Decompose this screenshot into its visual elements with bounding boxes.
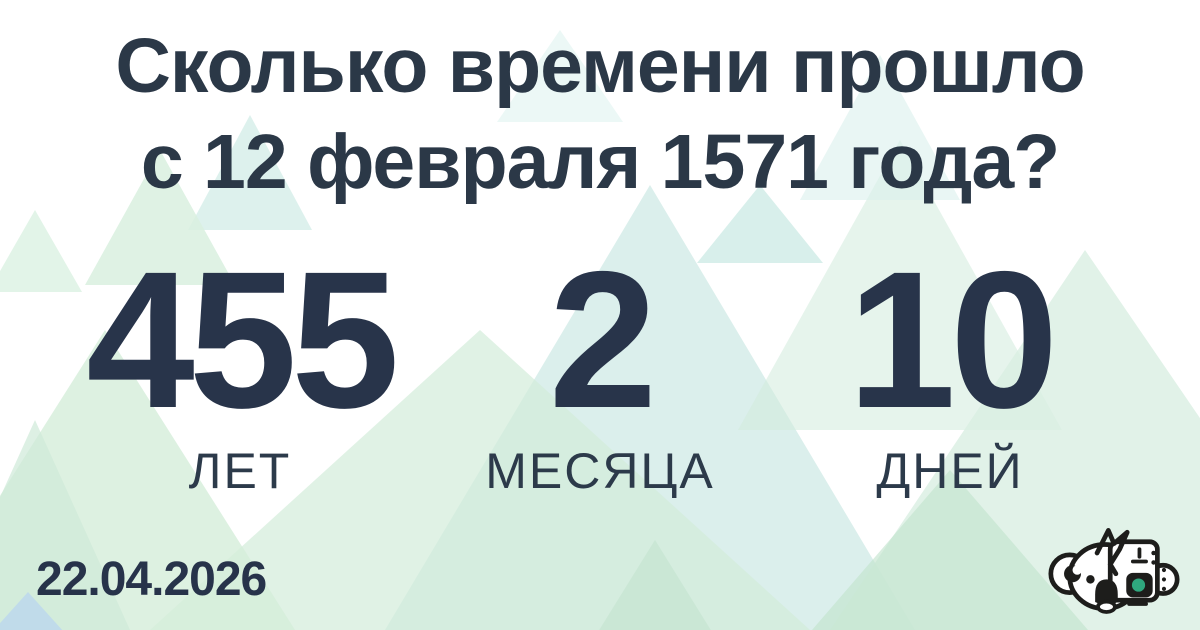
stat-days: 10 ДНЕЙ [790, 231, 1110, 500]
stat-months-value: 2 [548, 231, 657, 449]
title-line-1: Сколько времени прошло [115, 23, 1085, 109]
stat-months: 2 МЕСЯЦА [440, 231, 760, 500]
stat-days-value: 10 [847, 231, 1059, 449]
stat-days-label: ДНЕЙ [876, 443, 1024, 499]
fur-zigzag [1094, 528, 1130, 577]
page-title: Сколько времени прошло с 12 февраля 1571… [0, 18, 1200, 210]
koala-robot-logo-icon [1048, 528, 1180, 614]
koala-nose [1095, 579, 1118, 605]
robot-slot [1127, 547, 1148, 606]
koala-eye [1086, 575, 1095, 584]
calculation-date: 22.04.2026 [36, 553, 267, 606]
title-line-2: с 12 февраля 1571 года? [140, 119, 1060, 205]
robot-rivets [1151, 550, 1167, 591]
robot-eye [1131, 578, 1146, 592]
koala-chin [1096, 599, 1117, 614]
stat-years: 455 ЛЕТ [40, 231, 440, 500]
stat-months-label: МЕСЯЦА [485, 443, 715, 499]
stat-years-label: ЛЕТ [188, 443, 292, 499]
stat-years-value: 455 [86, 231, 399, 449]
